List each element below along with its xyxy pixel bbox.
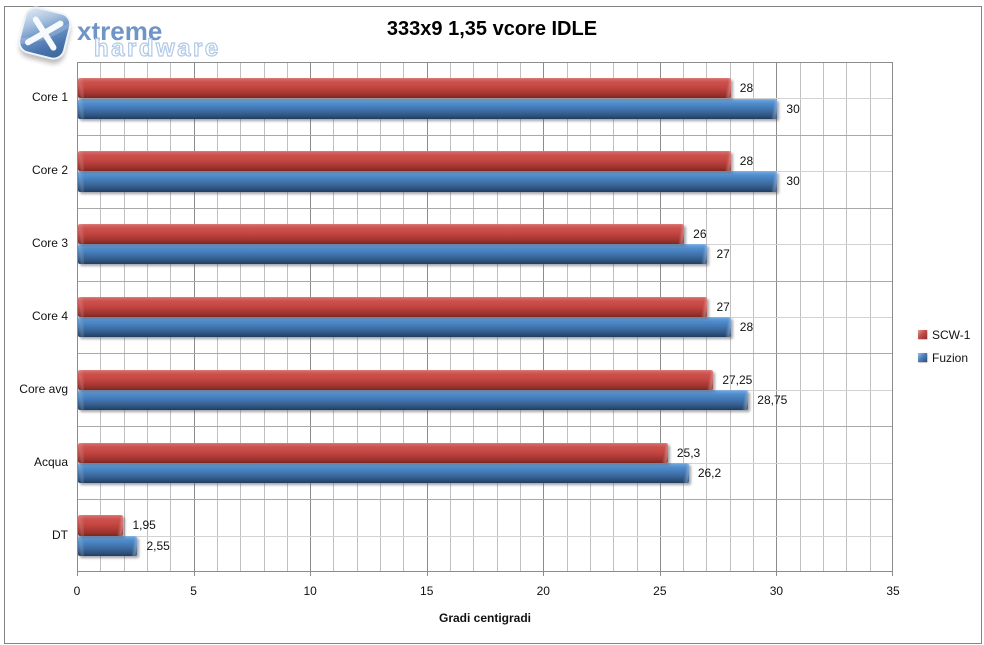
xtreme-x-logo-icon (18, 6, 72, 64)
bar-fuzion-acqua (78, 462, 689, 484)
bar-value-label: 27 (716, 247, 730, 262)
gridline-horizontal-major (78, 134, 892, 136)
bar-value-label: 28 (739, 320, 754, 335)
gridline-horizontal-major (78, 280, 892, 282)
bar-value-label: 26 (693, 227, 707, 241)
bar-fuzion-core-1 (78, 98, 778, 119)
bar-value-label: 30 (786, 174, 800, 189)
plot-area: 28 30 28 30 26 27 27 28 27,25 28,75 25,3 26,2 1,95 2,… (77, 62, 893, 572)
category-label-core-avg: Core avg (19, 381, 68, 396)
chart-title: 333x9 1,35 vcore IDLE (386, 18, 598, 40)
bar-value-label: 25,3 (676, 445, 701, 460)
category-label-dt: DT (52, 527, 68, 542)
bar-fuzion-core-3 (78, 244, 708, 265)
legend-label-scw-1: SCW-1 (932, 327, 971, 342)
bar-scw-1-core-3 (78, 224, 685, 245)
gridline-horizontal-major (78, 353, 892, 355)
x-tick-mark (310, 572, 312, 576)
x-tick-mark (193, 572, 195, 576)
category-label-acqua: Acqua (33, 454, 68, 469)
x-tick-label: 10 (303, 584, 317, 598)
bar-scw-1-acqua (78, 442, 668, 463)
x-tick-label: 5 (190, 584, 197, 598)
category-label-core-1: Core 1 (31, 90, 68, 105)
x-tick-label: 0 (73, 584, 81, 598)
bar-value-label: 26,2 (697, 465, 722, 480)
x-tick-mark (892, 572, 893, 576)
x-tick-label: 30 (769, 584, 784, 598)
bar-value-label: 1,95 (132, 518, 156, 533)
gridline-horizontal-major (78, 426, 892, 428)
legend-swatch-scw-1 (918, 330, 927, 339)
bar-fuzion-core-avg (78, 389, 749, 411)
x-tick-mark (659, 572, 661, 576)
gridline-horizontal-major (78, 207, 892, 209)
category-label-core-4: Core 4 (31, 309, 68, 323)
brand-name-xtreme: xtreme (77, 16, 163, 46)
bar-scw-1-core-1 (78, 78, 731, 99)
bar-fuzion-core-2 (78, 171, 778, 192)
brand-logo: xtreme hardware (8, 6, 268, 66)
bar-scw-1-dt (78, 515, 124, 536)
category-label-core-3: Core 3 (31, 236, 68, 251)
x-tick-mark (77, 572, 78, 576)
x-tick-label: 15 (420, 584, 434, 598)
legend: SCW-1 Fuzion (918, 323, 970, 369)
bar-value-label: 28 (739, 81, 754, 96)
category-label-core-2: Core 2 (31, 163, 68, 178)
gridline-horizontal-minor (78, 535, 892, 537)
bar-value-label: 27 (716, 299, 730, 314)
bar-value-label: 28,75 (757, 392, 788, 407)
x-tick-label: 35 (886, 584, 900, 598)
x-axis-title: Gradi centigradi (438, 611, 532, 625)
bar-value-label: 30 (786, 101, 800, 116)
brand-name-hardware: hardware (93, 35, 221, 62)
legend-swatch-fuzion (918, 353, 927, 362)
legend-entry-scw-1: SCW-1 (918, 323, 970, 346)
bar-value-label: 2,55 (146, 538, 170, 553)
bar-scw-1-core-2 (78, 151, 731, 172)
x-tick-label: 25 (653, 584, 667, 598)
bar-value-label: 27,25 (722, 372, 753, 387)
x-tick-mark (543, 572, 545, 576)
gridline-horizontal-major (78, 499, 892, 501)
bar-scw-1-core-avg (78, 369, 714, 391)
bar-scw-1-core-4 (78, 296, 708, 318)
x-tick-mark (776, 572, 778, 576)
bar-fuzion-core-4 (78, 317, 731, 338)
x-tick-label: 20 (536, 584, 550, 598)
legend-entry-fuzion: Fuzion (918, 346, 970, 369)
legend-label-fuzion: Fuzion (932, 350, 969, 365)
x-tick-mark (426, 572, 428, 576)
bar-fuzion-dt (78, 535, 138, 557)
bar-value-label: 28 (739, 154, 754, 169)
